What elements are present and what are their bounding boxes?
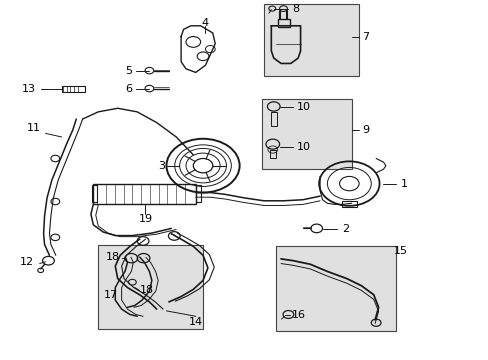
Bar: [276, 246, 395, 330]
Bar: [264, 4, 358, 76]
Text: 8: 8: [292, 4, 299, 14]
Bar: [98, 244, 203, 329]
Bar: [195, 185, 200, 202]
Text: 1: 1: [400, 179, 407, 189]
Bar: [341, 201, 356, 207]
Bar: [261, 99, 351, 169]
Text: 14: 14: [188, 317, 203, 327]
Text: 18: 18: [140, 285, 153, 296]
Text: 5: 5: [125, 66, 132, 76]
Text: 19: 19: [139, 215, 153, 224]
Bar: [270, 149, 276, 158]
Text: 17: 17: [104, 290, 118, 300]
Text: 18: 18: [105, 252, 120, 262]
Text: 6: 6: [125, 84, 132, 94]
Bar: [61, 86, 85, 92]
Text: 12: 12: [20, 257, 34, 267]
Text: 4: 4: [202, 18, 209, 28]
Text: 13: 13: [22, 84, 36, 94]
Text: 15: 15: [393, 246, 407, 256]
Text: 11: 11: [27, 123, 41, 133]
Text: 16: 16: [292, 310, 305, 320]
Text: 2: 2: [341, 224, 348, 234]
Text: 10: 10: [297, 102, 310, 112]
Bar: [92, 185, 97, 202]
Text: 9: 9: [362, 125, 369, 135]
Bar: [93, 184, 195, 204]
Text: 7: 7: [362, 32, 369, 41]
Bar: [270, 112, 276, 126]
Text: 10: 10: [297, 142, 310, 152]
Text: 3: 3: [158, 161, 165, 171]
Bar: [277, 19, 289, 27]
